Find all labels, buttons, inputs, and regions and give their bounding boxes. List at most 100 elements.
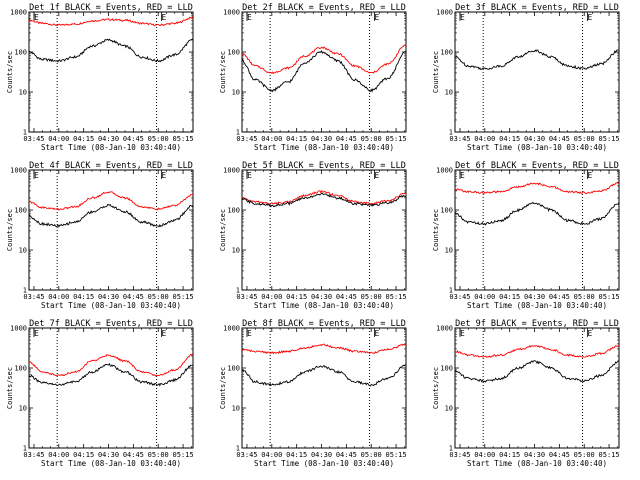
flag-label: E	[162, 329, 167, 338]
y-tick-label: 1	[449, 287, 453, 295]
y-tick-label: 1	[449, 445, 453, 453]
y-tick-label: 1000	[436, 9, 453, 17]
y-tick-label: 1000	[223, 9, 240, 17]
chart-title: Det 8f BLACK = Events, RED = LLD	[242, 319, 406, 329]
y-tick-label: 10	[232, 89, 240, 97]
x-tick-label: 05:15	[386, 451, 407, 459]
series-line-black	[28, 203, 194, 228]
plot-frame	[241, 169, 407, 291]
x-axis-label: Start Time (08-Jan-10 03:40:40)	[254, 301, 394, 310]
series-line-black	[241, 364, 407, 387]
y-tick-label: 1	[449, 129, 453, 137]
x-tick-label: 04:45	[549, 451, 570, 459]
series-line-red	[28, 191, 194, 211]
y-axis-label: Counts/sec	[6, 51, 14, 93]
x-axis-label: Start Time (08-Jan-10 03:40:40)	[467, 301, 607, 310]
flag-label: E	[34, 171, 39, 180]
chart-title: Det 7f BLACK = Events, RED = LLD	[29, 319, 193, 329]
flag-label: E	[588, 329, 593, 338]
y-tick-label: 10	[19, 405, 27, 413]
chart-panel: Det 3f BLACK = Events, RED = LLD 1 10 100 10…	[432, 3, 620, 152]
x-tick-label: 04:00	[474, 135, 495, 143]
flag-label: E	[34, 329, 39, 338]
flag-label: E	[588, 13, 593, 22]
y-axis-label: Counts/sec	[6, 209, 14, 251]
y-tick-label: 10	[445, 405, 453, 413]
y-tick-label: 100	[14, 49, 27, 57]
x-tick-label: 03:45	[23, 293, 44, 301]
y-tick-label: 1	[23, 287, 27, 295]
flag-label: E	[460, 13, 465, 22]
flag-label: E	[162, 171, 167, 180]
x-tick-label: 04:15	[286, 135, 307, 143]
x-tick-label: 04:30	[98, 451, 119, 459]
x-tick-label: 05:15	[599, 451, 620, 459]
x-axis-label: Start Time (08-Jan-10 03:40:40)	[254, 143, 394, 152]
series-line-red	[241, 44, 407, 75]
flag-label: E	[375, 329, 380, 338]
y-tick-label: 1	[236, 445, 240, 453]
x-tick-label: 05:00	[574, 451, 595, 459]
x-tick-label: 04:15	[73, 451, 94, 459]
x-tick-label: 04:45	[336, 451, 357, 459]
x-tick-label: 04:15	[499, 135, 520, 143]
x-axis-label: Start Time (08-Jan-10 03:40:40)	[41, 143, 181, 152]
x-tick-label: 05:15	[599, 293, 620, 301]
x-axis-label: Start Time (08-Jan-10 03:40:40)	[41, 459, 181, 468]
y-tick-label: 10	[232, 405, 240, 413]
series-line-black	[454, 49, 620, 71]
x-tick-label: 04:30	[524, 293, 545, 301]
series-line-red	[454, 182, 620, 195]
y-tick-label: 100	[227, 49, 240, 57]
x-tick-label: 04:30	[311, 135, 332, 143]
x-tick-label: 04:45	[549, 293, 570, 301]
x-tick-label: 04:00	[474, 293, 495, 301]
series-line-black	[28, 38, 194, 63]
y-tick-label: 1	[236, 129, 240, 137]
x-tick-label: 04:45	[123, 135, 144, 143]
x-tick-label: 05:15	[386, 135, 407, 143]
x-tick-label: 04:00	[261, 135, 282, 143]
x-tick-label: 05:15	[173, 135, 194, 143]
series-line-black	[454, 201, 620, 226]
chart-panel: Det 5f BLACK = Events, RED = LLD 1 10 100 10…	[219, 161, 407, 310]
y-axis-label: Counts/sec	[432, 367, 440, 409]
flag-label: E	[588, 171, 593, 180]
x-tick-label: 04:30	[311, 451, 332, 459]
series-line-black	[28, 362, 194, 387]
y-tick-label: 100	[440, 365, 453, 373]
chart-title: Det 3f BLACK = Events, RED = LLD	[455, 3, 619, 13]
x-tick-label: 04:15	[73, 135, 94, 143]
x-tick-label: 04:15	[499, 451, 520, 459]
flag-label: E	[460, 329, 465, 338]
y-tick-label: 1000	[10, 167, 27, 175]
y-tick-label: 100	[440, 207, 453, 215]
y-tick-label: 10	[232, 247, 240, 255]
chart-title: Det 4f BLACK = Events, RED = LLD	[29, 161, 193, 171]
y-tick-label: 100	[440, 49, 453, 57]
x-axis-label: Start Time (08-Jan-10 03:40:40)	[467, 459, 607, 468]
x-tick-label: 04:00	[48, 135, 69, 143]
x-tick-label: 04:45	[549, 135, 570, 143]
x-tick-label: 05:00	[148, 451, 169, 459]
chart-title: Det 6f BLACK = Events, RED = LLD	[455, 161, 619, 171]
series-line-black	[454, 360, 620, 383]
x-tick-label: 04:30	[524, 135, 545, 143]
flag-label: E	[247, 329, 252, 338]
x-tick-label: 04:45	[123, 293, 144, 301]
y-tick-label: 1000	[436, 167, 453, 175]
flag-label: E	[34, 13, 39, 22]
x-tick-label: 04:15	[73, 293, 94, 301]
y-tick-label: 10	[19, 247, 27, 255]
y-tick-label: 1000	[436, 325, 453, 333]
y-tick-label: 1000	[10, 9, 27, 17]
plot-frame	[454, 327, 620, 449]
plot-frame	[241, 11, 407, 133]
chart-panel: Det 8f BLACK = Events, RED = LLD 1 10 100 10…	[219, 319, 407, 468]
flag-label: E	[247, 171, 252, 180]
x-tick-label: 04:00	[261, 451, 282, 459]
y-tick-label: 1	[23, 445, 27, 453]
x-tick-label: 04:45	[336, 135, 357, 143]
plot-frame	[241, 327, 407, 449]
